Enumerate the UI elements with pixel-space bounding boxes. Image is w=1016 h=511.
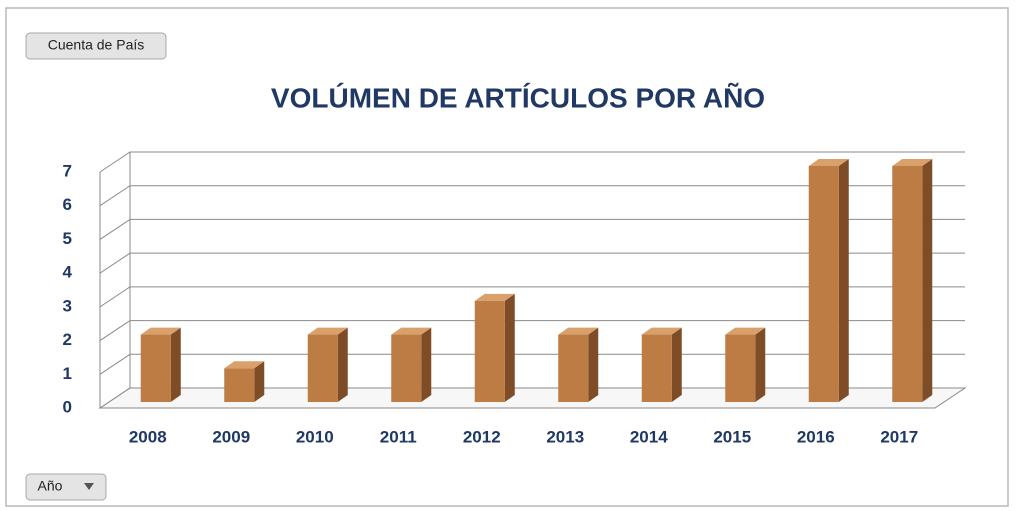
bar [641,334,672,402]
bar [808,166,839,402]
x-tick-label: 2012 [463,427,501,446]
bar-top [808,159,849,166]
grid-line [99,353,965,375]
bar-side [671,327,682,402]
grid-line [99,252,965,274]
x-tick-label: 2009 [212,427,250,446]
grid-line [99,286,965,308]
bar-top [307,327,348,335]
bar-top [474,293,515,301]
grid-line [99,185,965,207]
bar [224,368,255,402]
y-tick-label: 7 [63,161,72,180]
chart-title: VOLÚMEN DE ARTÍCULOS POR AÑO [271,82,765,113]
y-tick-label: 3 [63,296,72,315]
y-tick-label: 2 [63,330,72,349]
y-tick-label: 5 [63,229,72,248]
y-tick-label: 4 [63,263,73,282]
dropdown-arrow [84,483,94,490]
x-tick-label: 2008 [129,427,167,446]
bar-side [588,327,599,402]
bar-top [641,327,682,335]
axis-field-button[interactable] [25,473,107,501]
grid-line [99,387,965,409]
bar-top [892,159,933,166]
y-tick-label: 1 [63,364,72,383]
value-field-button[interactable] [25,32,167,60]
bar-top [725,327,766,335]
bar-side [922,159,933,402]
x-tick-label: 2017 [880,427,918,446]
bar-top [224,361,265,369]
bar [307,334,338,402]
grid-line [99,151,965,173]
bar-side [254,361,265,402]
bar-top [558,327,599,335]
y-tick-label: 6 [63,195,72,214]
x-tick-label: 2011 [380,427,417,446]
bar-side [755,327,766,402]
x-tick-label: 2010 [296,427,334,446]
bar [725,334,756,402]
x-tick-label: 2013 [546,427,584,446]
bar-top [391,327,432,335]
bar [892,166,923,402]
x-tick-label: 2014 [630,427,668,446]
bar-side [504,293,515,402]
axis-field-label: Año [38,478,63,494]
grid-line [99,320,965,341]
bar [474,300,505,402]
x-tick-label: 2016 [797,427,835,446]
bar-top [140,327,181,335]
bar-side [421,327,432,402]
y-tick-label: 0 [63,397,72,416]
x-tick-label: 2015 [713,427,751,446]
bar [391,334,422,402]
value-field-label: Cuenta de País [48,37,145,53]
bar [558,334,589,402]
grid-line [99,218,965,240]
bar [140,334,171,402]
bar-side [170,327,181,402]
bar-side [838,159,849,402]
bar-side [337,327,348,402]
